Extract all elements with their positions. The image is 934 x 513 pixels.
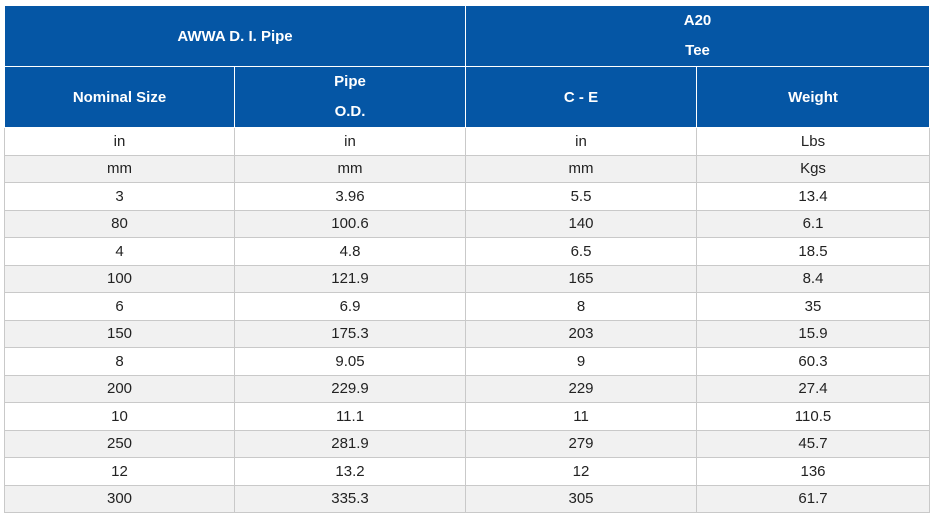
c-e-cell: mm xyxy=(465,154,698,183)
pipe-od-cell: 121.9 xyxy=(233,264,467,293)
table-row: 6 6.9 8 35 xyxy=(4,292,931,321)
header-row-top: AWWA D. I. Pipe A20 Tee xyxy=(3,5,931,67)
pipe-od-cell: 335.3 xyxy=(233,484,467,513)
c-e-header: C - E xyxy=(465,66,698,128)
pipe-od-cell: 6.9 xyxy=(233,292,467,321)
c-e-cell: 279 xyxy=(465,429,698,458)
weight-cell: 27.4 xyxy=(696,374,931,403)
nominal-size-cell: 250 xyxy=(4,429,235,458)
nominal-size-cell: 80 xyxy=(4,209,235,238)
c-e-cell: 6.5 xyxy=(465,237,698,266)
nominal-size-cell: 6 xyxy=(4,292,235,321)
weight-cell: 13.4 xyxy=(696,182,931,211)
nominal-size-cell: 4 xyxy=(4,237,235,266)
nominal-size-header: Nominal Size xyxy=(4,66,235,128)
pipe-od-cell: 229.9 xyxy=(233,374,467,403)
c-e-cell: 5.5 xyxy=(465,182,698,211)
nominal-size-cell: 10 xyxy=(4,402,235,431)
table-row: mm mm mm Kgs xyxy=(4,154,931,183)
table-row: in in in Lbs xyxy=(4,127,931,156)
nominal-size-cell: 8 xyxy=(4,347,235,376)
nominal-size-cell: 300 xyxy=(4,484,235,513)
c-e-cell: 305 xyxy=(465,484,698,513)
pipe-od-cell: 281.9 xyxy=(233,429,467,458)
pipe-od-cell: 13.2 xyxy=(233,457,467,486)
nominal-size-cell: 3 xyxy=(4,182,235,211)
c-e-cell: 12 xyxy=(465,457,698,486)
nominal-size-cell: 12 xyxy=(4,457,235,486)
pipe-od-header: Pipe O.D. xyxy=(233,66,467,128)
pipe-od-cell: 100.6 xyxy=(233,209,467,238)
weight-cell: 18.5 xyxy=(696,237,931,266)
c-e-cell: 11 xyxy=(465,402,698,431)
nominal-size-cell: in xyxy=(4,127,235,156)
nominal-size-cell: 200 xyxy=(4,374,235,403)
weight-cell: 136 xyxy=(696,457,931,486)
pipe-od-cell: 11.1 xyxy=(233,402,467,431)
fitting-name: Tee xyxy=(685,42,710,59)
weight-cell: 35 xyxy=(696,292,931,321)
c-e-cell: 229 xyxy=(465,374,698,403)
pipe-od-cell: 4.8 xyxy=(233,237,467,266)
table-row: 300 335.3 305 61.7 xyxy=(4,484,931,513)
fitting-header: A20 Tee xyxy=(465,5,931,67)
spec-table-container: AWWA D. I. Pipe A20 Tee Nominal Size Pip… xyxy=(3,5,931,513)
pipe-od-header-line2: O.D. xyxy=(334,103,366,120)
nominal-size-cell: 150 xyxy=(4,319,235,348)
c-e-cell: 9 xyxy=(465,347,698,376)
table-row: 10 11.1 11 110.5 xyxy=(4,402,931,431)
pipe-od-cell: 175.3 xyxy=(233,319,467,348)
weight-cell: Kgs xyxy=(696,154,931,183)
table-row: 200 229.9 229 27.4 xyxy=(4,374,931,403)
weight-cell: 60.3 xyxy=(696,347,931,376)
table-body: in in in Lbs mm mm mm Kgs 3 3.96 5.5 13.4 80 100.6 140… xyxy=(4,127,931,513)
table-row: 250 281.9 279 45.7 xyxy=(4,429,931,458)
table-header: AWWA D. I. Pipe A20 Tee Nominal Size Pip… xyxy=(3,5,931,128)
weight-cell: 6.1 xyxy=(696,209,931,238)
weight-cell: 61.7 xyxy=(696,484,931,513)
nominal-size-cell: 100 xyxy=(4,264,235,293)
weight-cell: 110.5 xyxy=(696,402,931,431)
fitting-code: A20 xyxy=(683,12,712,29)
pipe-od-cell: 9.05 xyxy=(233,347,467,376)
table-row: 12 13.2 12 136 xyxy=(4,457,931,486)
c-e-cell: 165 xyxy=(465,264,698,293)
pipe-group-header: AWWA D. I. Pipe xyxy=(3,5,467,67)
tee-dimension-table: AWWA D. I. Pipe A20 Tee Nominal Size Pip… xyxy=(3,5,931,513)
pipe-od-cell: 3.96 xyxy=(233,182,467,211)
table-row: 4 4.8 6.5 18.5 xyxy=(4,237,931,266)
weight-cell: 45.7 xyxy=(696,429,931,458)
pipe-od-cell: mm xyxy=(233,154,467,183)
weight-cell: Lbs xyxy=(696,127,931,156)
pipe-od-header-line1: Pipe xyxy=(334,73,366,90)
table-row: 3 3.96 5.5 13.4 xyxy=(4,182,931,211)
c-e-cell: 140 xyxy=(465,209,698,238)
weight-cell: 15.9 xyxy=(696,319,931,348)
header-row-columns: Nominal Size Pipe O.D. C - E Weight xyxy=(4,66,931,128)
table-row: 150 175.3 203 15.9 xyxy=(4,319,931,348)
weight-cell: 8.4 xyxy=(696,264,931,293)
nominal-size-cell: mm xyxy=(4,154,235,183)
c-e-cell: 203 xyxy=(465,319,698,348)
pipe-od-cell: in xyxy=(233,127,467,156)
table-row: 8 9.05 9 60.3 xyxy=(4,347,931,376)
c-e-cell: in xyxy=(465,127,698,156)
table-row: 80 100.6 140 6.1 xyxy=(4,209,931,238)
c-e-cell: 8 xyxy=(465,292,698,321)
weight-header: Weight xyxy=(696,66,931,128)
table-row: 100 121.9 165 8.4 xyxy=(4,264,931,293)
